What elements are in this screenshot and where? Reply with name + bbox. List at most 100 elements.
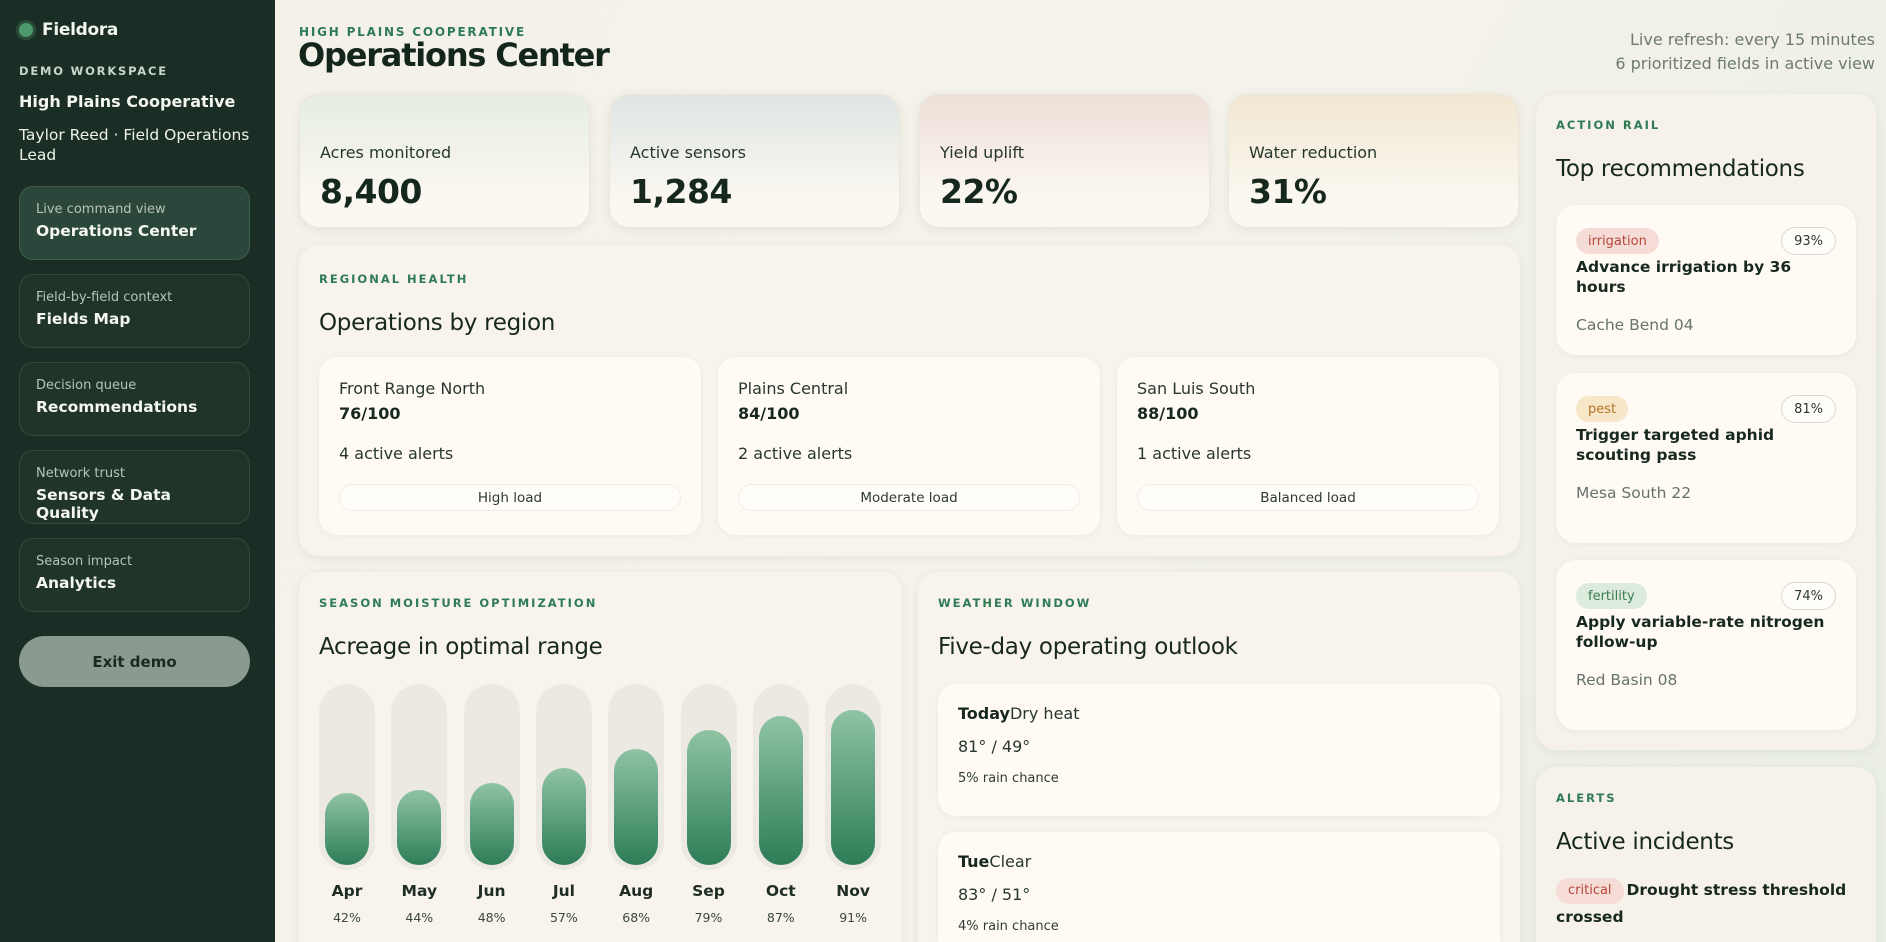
recommendation-tag: pest	[1576, 396, 1629, 422]
weather-day-name: Tue	[958, 852, 990, 871]
stat-card-sensors: Active sensors 1,284	[609, 94, 900, 228]
sidebar-item-subtitle: Live command view	[36, 202, 166, 217]
recommendation-title: Trigger targeted aphid scouting pass	[1576, 426, 1775, 464]
sidebar-item-label: Analytics	[36, 574, 117, 592]
incident-title: Drought stress threshold crossed	[1556, 881, 1847, 926]
weather-day-tue: TueClear 83° / 51° 4% rain chance	[938, 832, 1500, 942]
exit-demo-button[interactable]: Exit demo	[19, 636, 250, 687]
bar-label: Aug	[619, 882, 654, 900]
region-score: 76/100	[339, 404, 401, 423]
section-title: Active incidents	[1556, 829, 1734, 855]
stat-label: Water reduction	[1249, 143, 1378, 162]
weather-rain: 4% rain chance	[958, 919, 1059, 934]
region-card-plains-central[interactable]: Plains Central 84/100 2 active alerts Mo…	[718, 357, 1100, 535]
refresh-interval: Live refresh: every 15 minutes	[1630, 30, 1875, 49]
sidebar: Fieldora DEMO WORKSPACE High Plains Coop…	[0, 0, 275, 942]
sidebar-item-operations-center[interactable]: Live command view Operations Center	[19, 186, 250, 260]
confidence-badge: 74%	[1781, 582, 1836, 610]
bar-fill	[686, 730, 731, 865]
bar-value-label: 42%	[333, 910, 361, 925]
bar-track	[463, 684, 520, 870]
bar-fill	[614, 749, 659, 865]
recommendation-field: Red Basin 08	[1576, 671, 1678, 689]
sidebar-item-fields-map[interactable]: Field-by-field context Fields Map	[19, 274, 250, 348]
region-load-badge: High load	[339, 484, 681, 511]
recommendation-tag: irrigation	[1576, 228, 1659, 254]
section-kicker: REGIONAL HEALTH	[319, 272, 469, 286]
moisture-card: SEASON MOISTURE OPTIMIZATION Acreage in …	[299, 572, 902, 942]
bar-fill	[397, 790, 442, 865]
weather-condition: Dry heat	[1009, 704, 1080, 723]
sidebar-item-label: Sensors & Data Quality	[36, 486, 171, 522]
bar-track	[752, 684, 809, 870]
stat-card-water: Water reduction 31%	[1228, 94, 1519, 228]
section-title: Five-day operating outlook	[938, 634, 1238, 660]
region-load-badge: Moderate load	[738, 484, 1080, 511]
region-alerts: 4 active alerts	[339, 444, 454, 463]
recommendation-field: Cache Bend 04	[1576, 316, 1694, 334]
incident-item[interactable]: critical Drought stress threshold crossed	[1556, 877, 1856, 930]
bar-label: Oct	[765, 882, 796, 900]
stat-label: Acres monitored	[320, 143, 452, 162]
bar-value-label: 44%	[405, 910, 434, 925]
stat-value: 31%	[1249, 172, 1327, 211]
section-kicker: WEATHER WINDOW	[938, 596, 1092, 610]
sidebar-item-subtitle: Season impact	[36, 554, 133, 569]
organization-name: High Plains Cooperative	[19, 92, 236, 111]
weather-day-name: Today	[958, 704, 1010, 723]
bar-track	[825, 684, 882, 870]
stat-card-acres: Acres monitored 8,400	[299, 94, 590, 228]
region-name: San Luis South	[1137, 379, 1256, 398]
sidebar-item-subtitle: Field-by-field context	[36, 290, 173, 305]
brand[interactable]: Fieldora	[19, 20, 118, 40]
bar-value-label: 87%	[766, 910, 795, 925]
sidebar-nav: Live command view Operations Center Fiel…	[19, 186, 250, 626]
region-alerts: 1 active alerts	[1137, 444, 1252, 463]
stat-label: Active sensors	[630, 143, 746, 162]
sidebar-item-label: Operations Center	[36, 222, 197, 240]
recommendation-field: Mesa South 22	[1576, 484, 1692, 502]
sidebar-item-subtitle: Network trust	[36, 466, 125, 481]
bar-fill	[469, 783, 514, 865]
sidebar-item-analytics[interactable]: Season impact Analytics	[19, 538, 250, 612]
confidence-badge: 81%	[1781, 395, 1836, 423]
bar-value-label: 91%	[839, 910, 867, 925]
recommendation-tag: fertility	[1576, 583, 1647, 609]
bar-value-label: 68%	[622, 910, 651, 925]
workspace-label: DEMO WORKSPACE	[19, 64, 168, 78]
region-card-san-luis-south[interactable]: San Luis South 88/100 1 active alerts Ba…	[1117, 357, 1499, 535]
bar-label: Nov	[836, 882, 870, 900]
region-card-front-range-north[interactable]: Front Range North 76/100 4 active alerts…	[319, 357, 701, 535]
recommendation-card[interactable]: pest 81% Trigger targeted aphid scouting…	[1556, 373, 1856, 543]
section-title: Top recommendations	[1556, 156, 1805, 182]
section-kicker: SEASON MOISTURE OPTIMIZATION	[319, 596, 598, 610]
user-info: Taylor Reed · Field Operations Lead	[19, 126, 250, 164]
sidebar-item-subtitle: Decision queue	[36, 378, 137, 393]
weather-temps: 83° / 51°	[958, 885, 1031, 904]
stat-value: 1,284	[630, 172, 732, 211]
bar-track	[319, 684, 375, 870]
section-title: Operations by region	[319, 310, 556, 336]
sidebar-item-sensors[interactable]: Network trust Sensors & Data Quality	[19, 450, 250, 524]
region-name: Front Range North	[339, 379, 486, 398]
bar-track	[391, 684, 448, 870]
stat-value: 22%	[940, 172, 1018, 211]
recommendation-card[interactable]: irrigation 93% Advance irrigation by 36 …	[1556, 205, 1856, 355]
alerts-card: ALERTS Active incidents critical Drought …	[1536, 767, 1876, 942]
region-alerts: 2 active alerts	[738, 444, 853, 463]
bar-track	[680, 684, 737, 870]
bar-value-label: 48%	[477, 910, 506, 925]
recommendation-card[interactable]: fertility 74% Apply variable-rate nitrog…	[1556, 560, 1856, 730]
bar-value-label: 57%	[549, 910, 578, 925]
bar-label: Jul	[552, 882, 575, 900]
sidebar-item-recommendations[interactable]: Decision queue Recommendations	[19, 362, 250, 436]
sidebar-item-label: Recommendations	[36, 398, 198, 416]
logo-icon	[19, 23, 33, 37]
stat-label: Yield uplift	[940, 143, 1024, 162]
bar-label: May	[401, 882, 438, 900]
weather-temps: 81° / 49°	[958, 737, 1031, 756]
stat-card-yield: Yield uplift 22%	[919, 94, 1210, 228]
region-score: 84/100	[738, 404, 800, 423]
page-title: Operations Center	[298, 36, 610, 74]
bar-value-label: 79%	[694, 910, 723, 925]
